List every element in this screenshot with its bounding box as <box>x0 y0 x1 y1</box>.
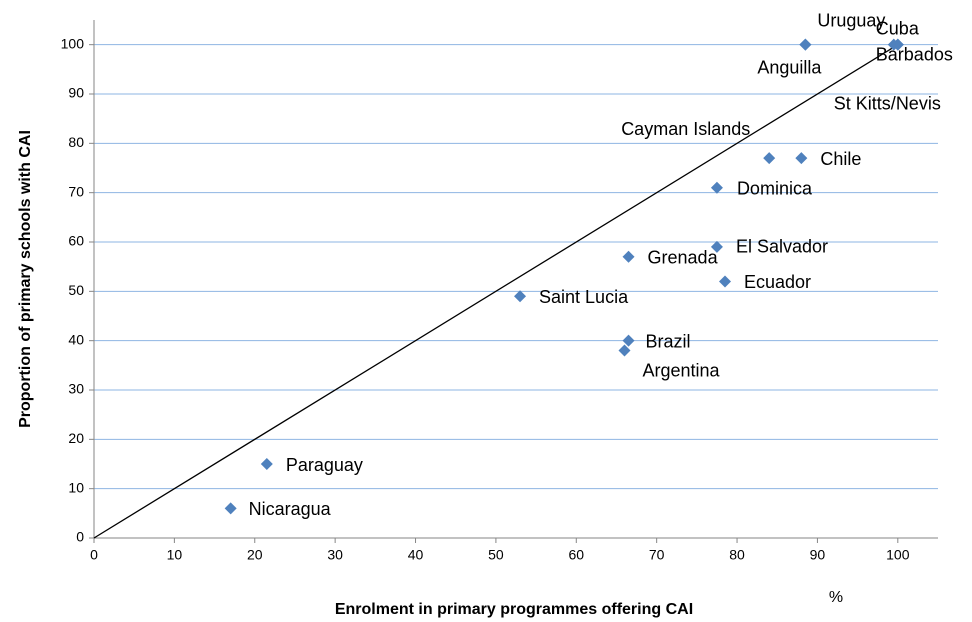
y-tick-label: 40 <box>68 331 84 347</box>
y-tick-label: 60 <box>68 233 84 249</box>
x-tick-label: 100 <box>886 547 910 563</box>
x-tick-label: 90 <box>810 547 826 563</box>
point <box>224 502 237 515</box>
point-label: Nicaragua <box>249 499 332 519</box>
point <box>799 38 812 51</box>
x-tick-label: 50 <box>488 547 504 563</box>
unit-annotation: % <box>829 589 843 606</box>
point-label: Chile <box>820 149 861 169</box>
y-tick-label: 90 <box>68 85 84 101</box>
point <box>622 250 635 263</box>
point-label: Dominica <box>737 178 813 198</box>
point <box>710 240 723 253</box>
point <box>710 181 723 194</box>
y-tick-label: 80 <box>68 134 84 150</box>
y-tick-label: 10 <box>68 479 84 495</box>
point <box>891 38 904 51</box>
y-tick-label: 100 <box>61 35 85 51</box>
y-tick-label: 70 <box>68 183 84 199</box>
point-label: El Salvador <box>736 237 828 257</box>
y-tick-label: 50 <box>68 282 84 298</box>
y-tick-label: 30 <box>68 381 84 397</box>
x-tick-label: 70 <box>649 547 665 563</box>
point-label: Saint Lucia <box>539 287 629 307</box>
x-tick-label: 80 <box>729 547 745 563</box>
y-tick-label: 0 <box>76 529 84 545</box>
point-label: Paraguay <box>286 455 363 475</box>
point-label: Brazil <box>646 331 691 351</box>
point <box>618 344 631 357</box>
x-tick-label: 30 <box>327 547 343 563</box>
point <box>763 152 776 165</box>
point-label: Uruguay <box>817 10 885 30</box>
point-label: Cayman Islands <box>621 119 750 139</box>
point <box>795 152 808 165</box>
x-tick-label: 40 <box>408 547 424 563</box>
point <box>514 290 527 303</box>
x-tick-label: 0 <box>90 547 98 563</box>
x-axis-label: Enrolment in primary programmes offering… <box>335 601 693 618</box>
point-label: Argentina <box>643 360 721 380</box>
x-tick-label: 60 <box>568 547 584 563</box>
point <box>718 275 731 288</box>
x-tick-label: 20 <box>247 547 263 563</box>
point-label: Cuba <box>876 18 920 38</box>
point <box>260 458 273 470</box>
point-label: Grenada <box>648 248 719 268</box>
point-label: Anguilla <box>757 57 822 77</box>
point-label: St Kitts/Nevis <box>834 93 941 113</box>
point <box>622 334 635 347</box>
y-axis-label: Proportion of primary schools with CAI <box>17 130 34 428</box>
point-label: Barbados <box>876 44 953 64</box>
y-tick-label: 20 <box>68 430 84 446</box>
reference-line <box>93 44 899 539</box>
x-tick-label: 10 <box>167 547 183 563</box>
point-label: Ecuador <box>744 272 811 292</box>
